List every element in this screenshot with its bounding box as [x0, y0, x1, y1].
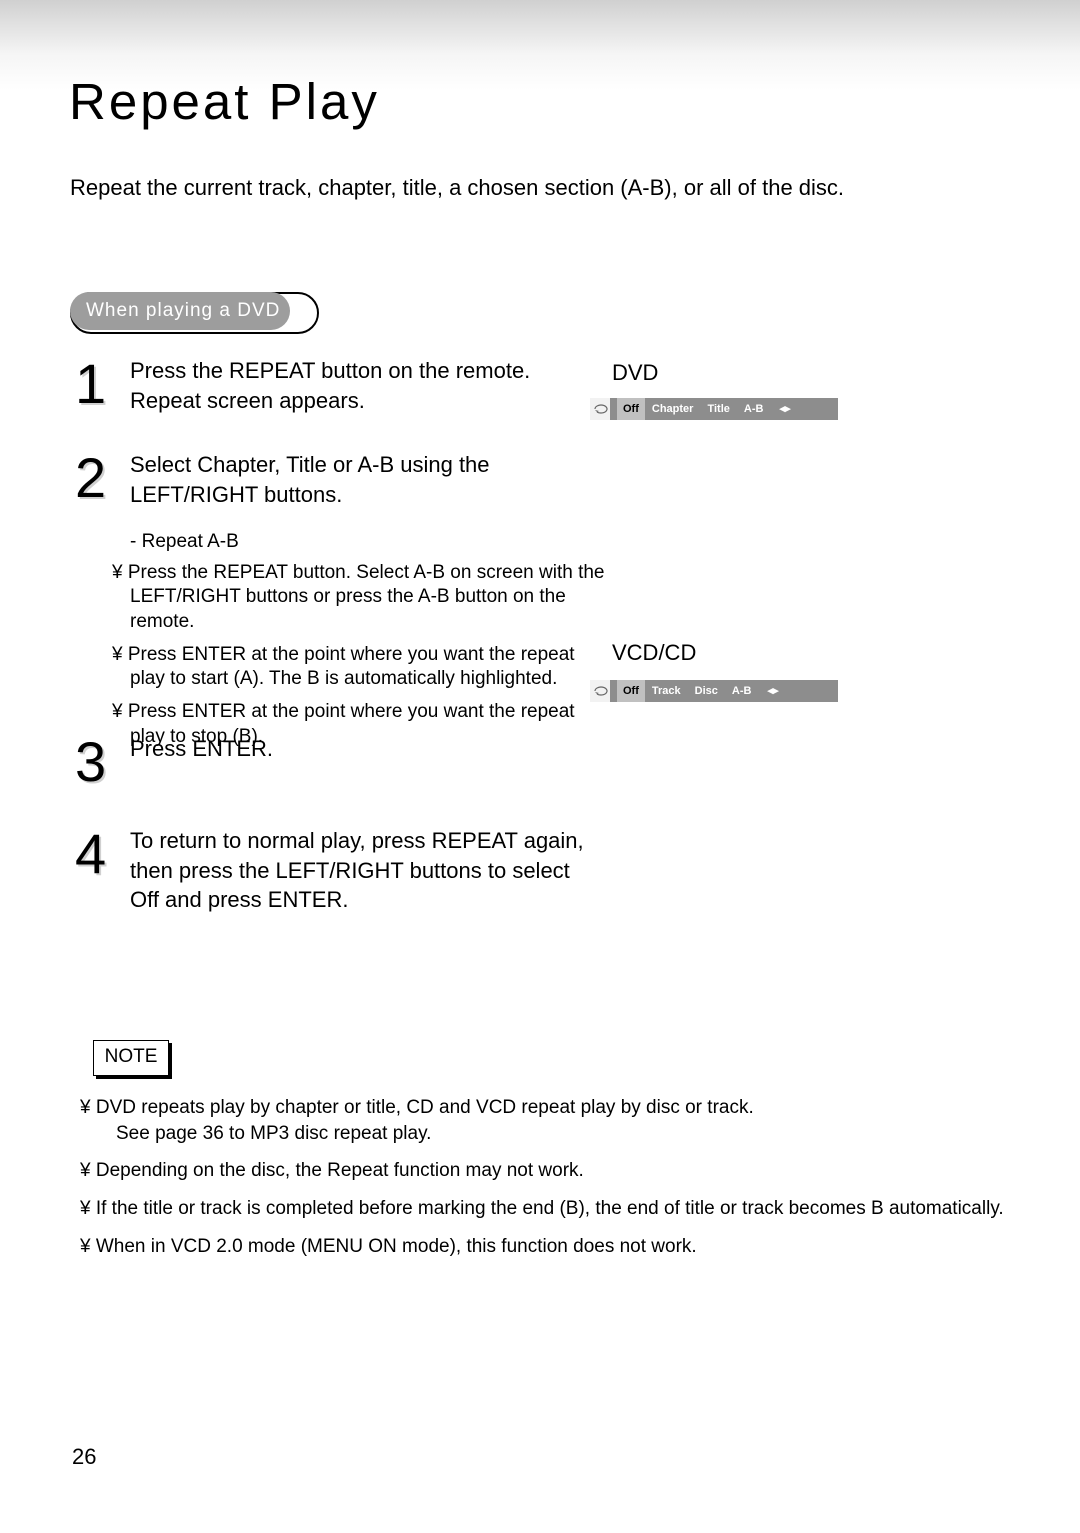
osd-seg-off: Off — [617, 398, 645, 420]
osd-label-vcd: VCD/CD — [612, 640, 696, 666]
note-item-4: ¥ When in VCD 2.0 mode (MENU ON mode), t… — [80, 1234, 1020, 1260]
osd-bar-dvd: Off Chapter Title A-B ◂▸ — [590, 398, 838, 420]
repeat-icon — [594, 404, 608, 414]
note-item-3: ¥ If the title or track is completed bef… — [80, 1196, 1020, 1222]
intro-text: Repeat the current track, chapter, title… — [70, 175, 844, 201]
repeat-ab-sublist: - Repeat A-B ¥ Press the REPEAT button. … — [112, 530, 612, 758]
osd-seg-ab: A-B — [725, 680, 759, 702]
repeat-icon — [594, 686, 608, 696]
nav-arrows-icon: ◂▸ — [760, 680, 785, 702]
step-number-2: 2 — [75, 450, 119, 506]
step-text-1: Press the REPEAT button on the remote. R… — [130, 356, 590, 415]
note-item-1-line2: See page 36 to MP3 disc repeat play. — [98, 1121, 1020, 1147]
osd-bar-vcd: Off Track Disc A-B ◂▸ — [590, 680, 838, 702]
note-item-1: ¥ DVD repeats play by chapter or title, … — [80, 1095, 1020, 1146]
step-text-2: Select Chapter, Title or A-B using the L… — [130, 450, 590, 509]
step-text-3: Press ENTER. — [130, 734, 590, 764]
osd-seg-chapter: Chapter — [645, 398, 701, 420]
page-title: Repeat Play — [69, 72, 380, 131]
osd-seg-track: Track — [645, 680, 688, 702]
sub-heading: - Repeat A-B — [130, 530, 612, 555]
osd-seg-title: Title — [700, 398, 736, 420]
step-number-3: 3 — [75, 734, 119, 790]
page: Repeat Play Repeat the current track, ch… — [0, 0, 1080, 1533]
osd-seg-off: Off — [617, 680, 645, 702]
note-item-1-line1: ¥ DVD repeats play by chapter or title, … — [80, 1097, 754, 1118]
osd-seg-disc: Disc — [688, 680, 725, 702]
section-pill: When playing a DVD — [70, 288, 324, 334]
sub-bullet-2: ¥ Press ENTER at the point where you wan… — [112, 643, 612, 692]
page-number: 26 — [72, 1444, 96, 1470]
sub-bullet-1: ¥ Press the REPEAT button. Select A-B on… — [112, 561, 612, 635]
note-list: ¥ DVD repeats play by chapter or title, … — [80, 1095, 1020, 1271]
step-number-1: 1 — [75, 356, 119, 412]
pill-label: When playing a DVD — [70, 292, 290, 330]
note-item-2: ¥ Depending on the disc, the Repeat func… — [80, 1158, 1020, 1184]
step-number-4: 4 — [75, 826, 119, 882]
step-text-4: To return to normal play, press REPEAT a… — [130, 826, 590, 915]
note-label-box: NOTE — [93, 1040, 169, 1076]
osd-seg-ab: A-B — [737, 398, 771, 420]
osd-label-dvd: DVD — [612, 360, 658, 386]
nav-arrows-icon: ◂▸ — [772, 398, 797, 420]
